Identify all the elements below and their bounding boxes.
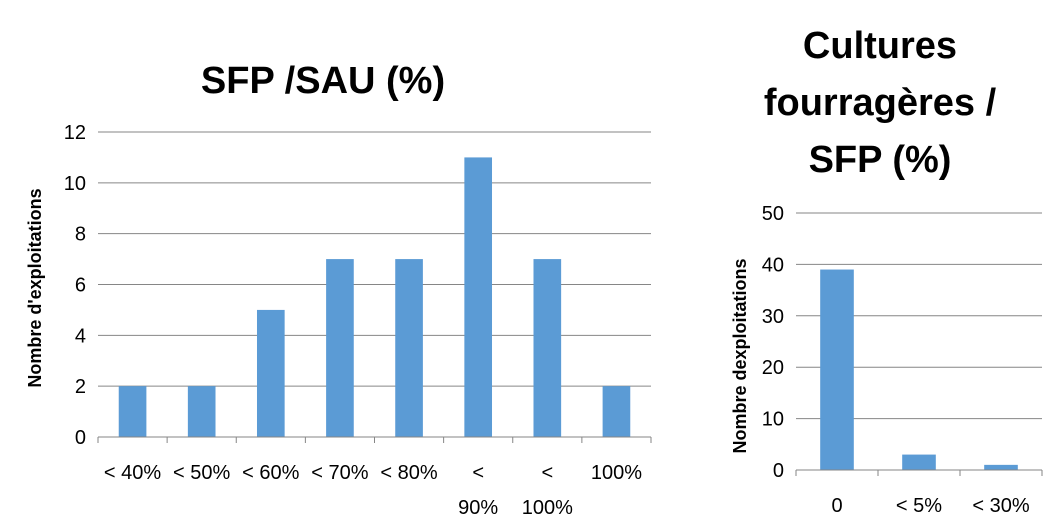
x-tick-label: < 40% — [104, 462, 161, 484]
x-tick-label: < 80% — [380, 462, 437, 484]
bar — [602, 386, 631, 437]
bar — [533, 259, 562, 437]
bar — [187, 386, 216, 437]
y-tick-label: 20 — [762, 357, 784, 379]
y-tick-label: 10 — [762, 409, 784, 431]
x-tick-label: < 70% — [311, 462, 368, 484]
bar — [464, 157, 493, 437]
y-tick-label: 2 — [75, 376, 86, 398]
bar — [902, 454, 936, 470]
chart2-title-line-1: Cultures — [803, 25, 957, 67]
x-tick-label: < — [541, 462, 553, 484]
x-tick-label: 100% — [591, 462, 642, 484]
y-tick-label: 40 — [762, 254, 784, 276]
x-tick-label: 90% — [458, 497, 498, 516]
x-tick-label: < 60% — [242, 462, 299, 484]
bar — [256, 309, 285, 437]
y-tick-label: 10 — [64, 173, 86, 195]
bar — [984, 464, 1018, 470]
chart-cultures-fourrageres: Cultures fourragères / SFP (%) Nombre de… — [730, 25, 1043, 516]
bar — [395, 259, 423, 437]
y-tick-label: 30 — [762, 306, 784, 328]
y-tick-label: 6 — [75, 275, 86, 297]
bar — [326, 259, 354, 437]
y-tick-label: 0 — [773, 460, 784, 482]
x-tick-label: < — [472, 462, 484, 484]
y-tick-label: 12 — [64, 122, 86, 144]
chart1-y-axis-label: Nombre d'exploitations — [25, 188, 45, 387]
chart2-title-line-2: fourragères / — [764, 82, 997, 124]
bar — [820, 269, 854, 470]
y-tick-label: 50 — [762, 203, 784, 225]
chart1-title: SFP /SAU (%) — [201, 60, 445, 102]
chart2-y-axis-label: Nombre dexploitations — [730, 258, 750, 453]
chart2-title-line-3: SFP (%) — [809, 139, 952, 181]
y-tick-label: 4 — [75, 325, 86, 347]
x-tick-label: 100% — [522, 497, 573, 516]
y-tick-label: 8 — [75, 224, 86, 246]
y-tick-label: 0 — [75, 427, 86, 449]
x-tick-label: 0 — [831, 495, 842, 516]
x-tick-label: < 50% — [173, 462, 230, 484]
bar — [118, 386, 147, 437]
chart-sfp-sau: SFP /SAU (%) Nombre d'exploitations 0 2 4 6… — [25, 60, 652, 516]
x-tick-label: < 30% — [972, 495, 1029, 516]
x-tick-label: < 5% — [896, 495, 942, 516]
